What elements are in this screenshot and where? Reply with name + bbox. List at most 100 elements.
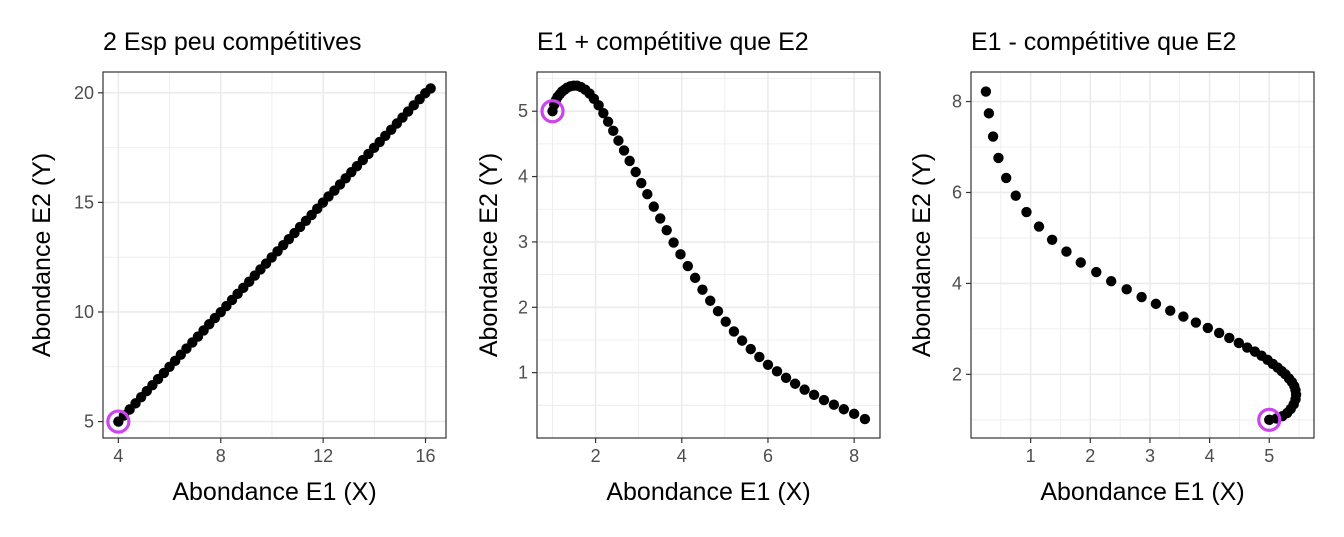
panel-1-x-tick-label: 12 (313, 446, 333, 466)
panel-3-data-point (1249, 346, 1261, 357)
panel-3-data-point (1213, 327, 1225, 339)
panel-2-data-point (608, 125, 619, 137)
panel-3-y-tick-label: 2 (952, 364, 962, 384)
panel-3-data-point (1000, 172, 1012, 184)
panel-3-ticks: 1 2 3 4 5 2 4 6 8 (952, 92, 1274, 466)
panel-1-x-tick-label: 16 (416, 446, 436, 466)
panel-3-data-point (1061, 246, 1072, 257)
panel-3-data-point (1178, 311, 1189, 322)
panel-1-data-point (425, 83, 436, 94)
panel-3-data-point (1021, 206, 1032, 218)
panel-3-data-point (1233, 337, 1245, 349)
panel-2-data-point (661, 224, 672, 236)
panel-3-y-tick-label: 4 (952, 273, 962, 293)
panel-3-data-point (1136, 291, 1147, 303)
panel-1-ticks: 4 8 12 16 5 10 15 20 (74, 83, 436, 466)
panel-1-y-tick-label: 20 (74, 83, 94, 103)
panel-3-grid (971, 72, 1314, 438)
panel-2-y-tick-label: 2 (518, 297, 528, 317)
panel-3-x-axis-title: Abondance E1 (X) (1040, 478, 1244, 506)
panel-2-data-point (745, 343, 756, 355)
panel-3-x-tick-label: 2 (1085, 446, 1095, 466)
panel-2-data-point (655, 213, 666, 224)
panel-2-data-point (859, 413, 871, 425)
panel-2-y-tick-label: 1 (518, 363, 528, 383)
panel-2-data-point (780, 372, 792, 384)
panel-2-x-tick-label: 6 (763, 446, 773, 466)
panel-2-data-point (624, 155, 635, 167)
panel-3-data-point (1105, 275, 1117, 287)
panel-2-data-point (598, 107, 609, 119)
panel-3-data-point (1241, 342, 1253, 353)
panel-3-data-point (983, 108, 995, 119)
panel-3-data-point (1075, 257, 1086, 268)
panel-1-grid (103, 72, 446, 438)
panel-2-data-point (771, 366, 783, 377)
panel-2-data-point (838, 404, 850, 415)
panel-2-data-point (697, 284, 708, 295)
panel-3-data-point (1165, 305, 1176, 316)
panel-3-y-tick-label: 8 (952, 92, 962, 112)
panel-1-border (102, 71, 447, 439)
panel-2-data-point (602, 116, 614, 127)
panel-2-data-point (705, 295, 716, 306)
panel-2-data-point (642, 189, 653, 200)
panel-3-data-point (1010, 190, 1021, 201)
panel-3-x-tick-label: 4 (1205, 446, 1215, 466)
panel-3-y-axis-title: Abondance E2 (Y) (908, 153, 936, 357)
panel-1-points (106, 83, 436, 434)
panel-2-data-point (818, 394, 830, 406)
panel-1: 4 8 12 16 5 10 15 20 2 Esp peu compétitives Abo… (28, 28, 447, 506)
panel-3-data-point (1121, 284, 1132, 295)
panel-3-data-point (1033, 221, 1045, 232)
panel-1-y-tick-label: 5 (84, 412, 94, 432)
panel-3-data-point (980, 86, 992, 97)
panel-3-data-point (1046, 234, 1058, 245)
panel-2-data-point (636, 177, 647, 189)
panel-2-x-tick-label: 4 (677, 446, 687, 466)
panel-2-data-point (720, 316, 731, 327)
panel-2-data-point (828, 399, 840, 410)
panel-3-points (980, 86, 1302, 432)
panel-2-x-tick-label: 2 (591, 446, 601, 466)
panel-2-data-point (648, 201, 659, 212)
panel-3-title: E1 - compétitive que E2 (971, 28, 1236, 56)
panel-2-data-point (682, 260, 694, 272)
panel-3-border (970, 71, 1315, 439)
panel-3-x-tick-label: 1 (1026, 446, 1036, 466)
panel-2-data-point (668, 237, 679, 248)
panel-1-x-axis-title: Abondance E1 (X) (172, 478, 376, 506)
panel-2-x-axis-title: Abondance E1 (X) (606, 478, 810, 506)
panel-2-border (536, 71, 881, 439)
panel-3-data-point (987, 131, 999, 142)
panel-1-x-tick-label: 8 (216, 446, 226, 466)
panel-2-data-point (789, 378, 801, 389)
panel-2-data-point (848, 408, 860, 420)
panel-1-title: 2 Esp peu compétitives (103, 28, 361, 56)
panel-3-start-marker (1257, 407, 1282, 432)
panel-2-data-point (712, 306, 724, 317)
panel-2-data-point (593, 100, 604, 111)
panel-2-data-point (736, 335, 748, 346)
panel-2-y-tick-label: 5 (518, 101, 528, 121)
panel-2-points (540, 80, 871, 425)
panel-1-y-tick-label: 10 (74, 302, 94, 322)
panel-2-data-point (630, 166, 641, 178)
panel-2-x-tick-label: 8 (849, 446, 859, 466)
panel-1-y-axis-title: Abondance E2 (Y) (28, 153, 56, 357)
panel-2-data-point (675, 249, 686, 260)
panel-2-y-axis-title: Abondance E2 (Y) (475, 153, 503, 357)
panel-1-start-marker (106, 409, 131, 434)
panel-2-data-point (762, 359, 774, 370)
panel-3: 1 2 3 4 5 2 4 6 8 E1 - compétitive que E2 Abonda… (908, 28, 1315, 506)
panel-2: 2 4 6 8 1 2 3 4 5 E1 + compétitive que E2 Abonda… (475, 28, 881, 506)
panel-2-data-point (754, 351, 765, 363)
panel-2-data-point (618, 145, 630, 156)
panel-3-data-point (993, 152, 1004, 164)
panel-3-data-point (1190, 317, 1202, 328)
panel-2-start-marker (540, 99, 565, 124)
panel-3-x-tick-label: 3 (1145, 446, 1155, 466)
panel-2-data-point (808, 389, 820, 401)
panel-2-grid (537, 72, 880, 438)
